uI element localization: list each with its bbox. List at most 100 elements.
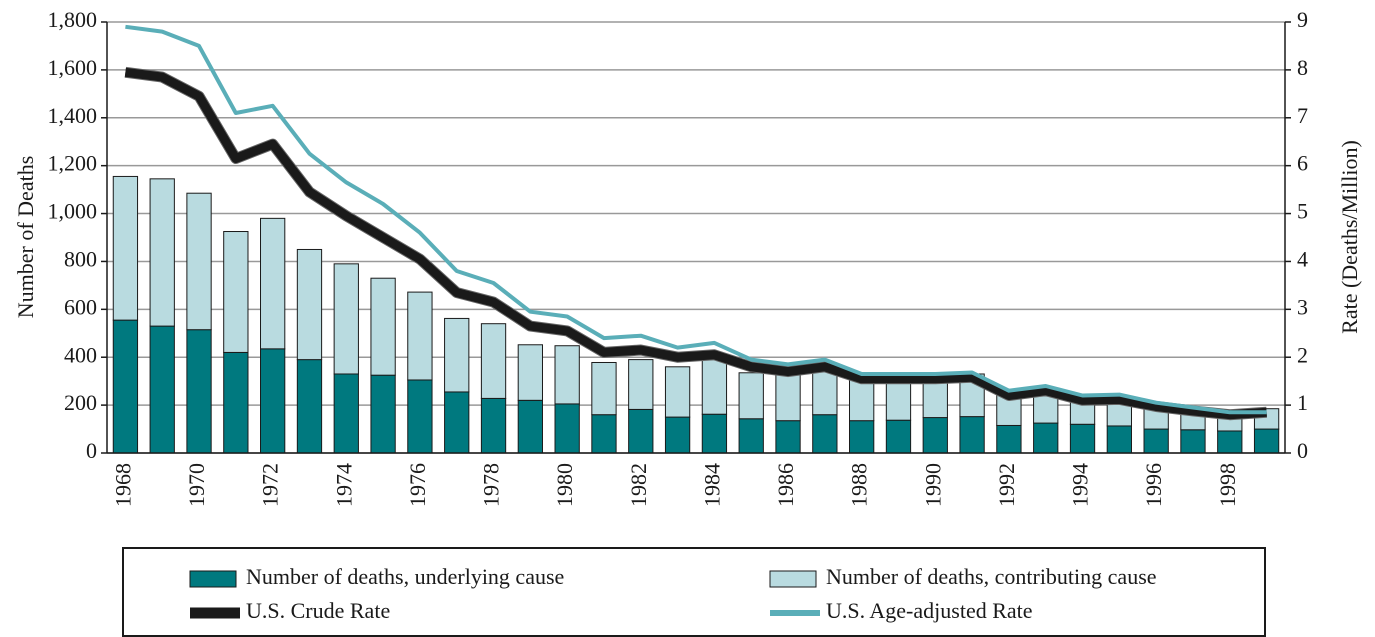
legend-label: Number of deaths, contributing cause	[826, 564, 1157, 589]
legend-label: U.S. Age-adjusted Rate	[826, 598, 1033, 623]
x-tick-label: 1982	[626, 463, 651, 507]
bar-segment	[591, 414, 617, 454]
x-tick-label: 1974	[331, 463, 356, 507]
y-tick-label: 600	[64, 294, 97, 319]
y2-axis-label: Rate (Deaths/Million)	[1337, 140, 1362, 334]
bar-segment	[1217, 430, 1243, 454]
y2-tick-label: 3	[1297, 294, 1308, 319]
bar-segment	[370, 277, 396, 376]
bar-segment	[186, 329, 212, 454]
bar-segment	[701, 359, 728, 415]
bar-segment	[1069, 423, 1096, 454]
x-tick-label: 1998	[1215, 463, 1240, 507]
bar-segment	[333, 373, 359, 454]
bar-segment	[480, 323, 507, 399]
line	[124, 67, 1267, 420]
bar-segment	[996, 424, 1022, 454]
x-tick-label: 1970	[184, 463, 209, 507]
line-outline	[124, 66, 1267, 421]
bar-segment	[628, 359, 654, 410]
x-tick-label: 1968	[110, 463, 135, 507]
x-tick-label: 1986	[773, 463, 798, 507]
legend-label: U.S. Crude Rate	[246, 598, 390, 623]
bar-segment	[517, 399, 543, 454]
bar-segment	[628, 408, 654, 454]
bar-segment	[480, 397, 507, 454]
bar-segment	[260, 217, 286, 350]
y-tick-label: 800	[64, 246, 97, 271]
bar-segment	[333, 263, 359, 375]
y-tick-label: 400	[64, 342, 97, 367]
bar-segment	[112, 319, 139, 454]
bar-segment	[1253, 428, 1280, 454]
bar-segment	[554, 403, 580, 454]
x-tick-label: 1992	[994, 463, 1019, 507]
line	[125, 24, 1267, 415]
bar-segment	[407, 291, 433, 381]
bar-segment	[186, 192, 212, 331]
y-tick-label: 1,400	[48, 103, 98, 128]
bar-segment	[885, 419, 912, 454]
y-tick-label: 1,800	[48, 7, 98, 32]
bar-segment	[296, 359, 323, 454]
bar-segment	[444, 317, 470, 393]
y2-tick-label: 1	[1297, 390, 1308, 415]
bar-segment	[1143, 428, 1169, 454]
bar-segment	[664, 366, 691, 418]
x-tick-label: 1984	[699, 463, 724, 507]
y-tick-label: 200	[64, 390, 97, 415]
bar-segment	[812, 414, 838, 454]
bar-segment	[149, 325, 175, 454]
bar-segment	[223, 351, 249, 454]
bar-segment	[517, 344, 543, 401]
x-tick-label: 1980	[552, 463, 577, 507]
bar-segment	[296, 248, 323, 361]
y-tick-label: 0	[86, 438, 97, 463]
x-tick-label: 1994	[1068, 463, 1093, 507]
x-tick-label: 1972	[258, 463, 283, 507]
x-tick-label: 1990	[920, 463, 945, 507]
y-tick-label: 1,000	[48, 199, 98, 224]
bar-segment	[1180, 429, 1206, 454]
x-tick-label: 1978	[479, 463, 504, 507]
bar-segment	[149, 178, 175, 327]
bar-segment	[775, 373, 801, 422]
x-tick-label: 1976	[405, 463, 430, 507]
y2-tick-label: 9	[1297, 7, 1308, 32]
y2-tick-label: 6	[1297, 151, 1308, 176]
y2-tick-label: 2	[1297, 342, 1308, 367]
bar-segment	[812, 367, 838, 416]
bar-segment	[922, 417, 948, 454]
y2-tick-label: 5	[1297, 199, 1308, 224]
y2-tick-label: 8	[1297, 55, 1308, 80]
bar-segment	[260, 348, 286, 454]
bar-segment	[407, 379, 433, 454]
bar-segment	[370, 374, 396, 454]
x-tick-label: 1996	[1141, 463, 1166, 507]
bar-segment	[775, 420, 801, 454]
bar-segment	[112, 175, 139, 321]
y-tick-label: 1,600	[48, 55, 98, 80]
legend-box	[122, 547, 1266, 637]
bar-segment	[959, 416, 985, 454]
bar-segment	[1033, 422, 1059, 454]
x-tick-label: 1988	[847, 463, 872, 507]
y2-tick-label: 4	[1297, 246, 1308, 271]
bar-segment	[444, 391, 470, 454]
bar-segment	[1106, 425, 1132, 454]
bar-segment	[701, 413, 728, 454]
bar-segment	[738, 372, 764, 420]
bar-segment	[554, 345, 580, 405]
y-tick-label: 1,200	[48, 151, 98, 176]
y2-tick-label: 0	[1297, 438, 1308, 463]
bar-segment	[591, 361, 617, 416]
legend-swatch	[769, 570, 817, 588]
legend-label: Number of deaths, underlying cause	[246, 564, 564, 589]
y-axis-label: Number of Deaths	[13, 156, 38, 319]
bar-segment	[223, 231, 249, 353]
legend-swatch	[189, 570, 237, 588]
y2-tick-label: 7	[1297, 103, 1308, 128]
bar-segment	[849, 420, 875, 454]
bar-segment	[664, 416, 691, 454]
